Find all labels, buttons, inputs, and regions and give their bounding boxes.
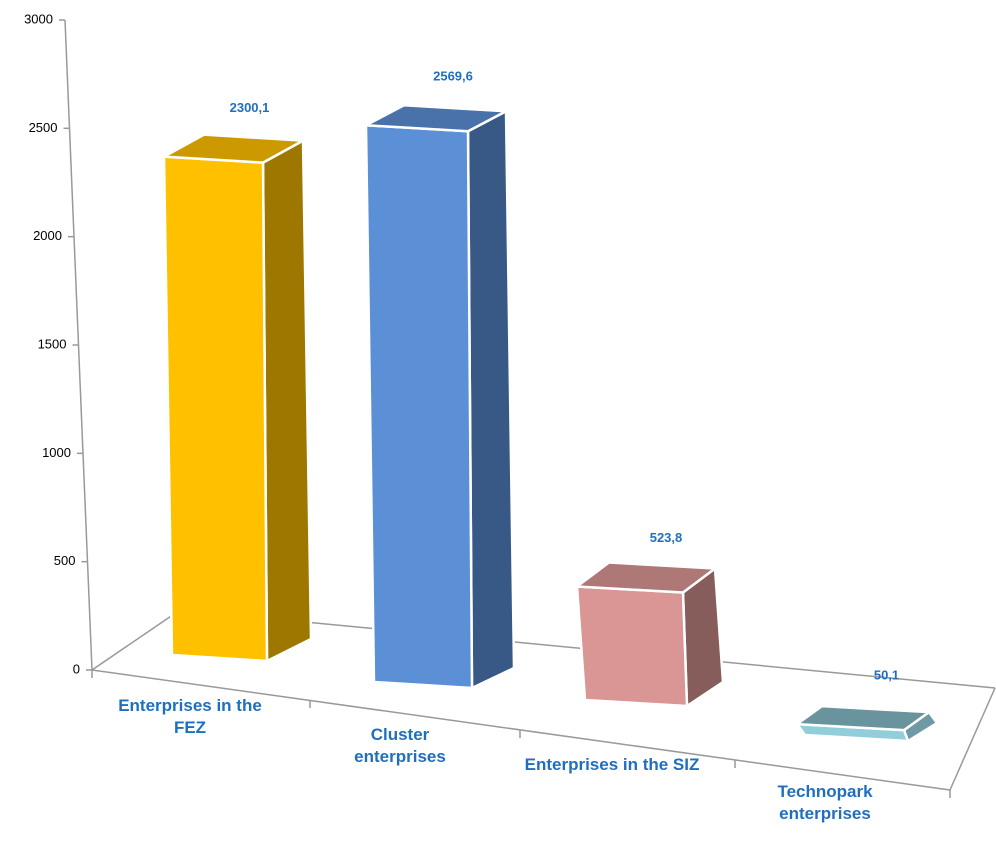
bar-side xyxy=(261,139,313,663)
bar-side xyxy=(466,110,516,690)
x-tick-label: Technopark enterprises xyxy=(777,782,873,823)
y-tick-label: 1500 xyxy=(38,336,67,351)
bar-front xyxy=(575,585,689,708)
value-label: 50,1 xyxy=(874,668,899,683)
bar-front xyxy=(364,124,474,690)
y-tick-label: 2500 xyxy=(29,120,58,135)
x-tick-label: Enterprises in the SIZ xyxy=(524,755,700,774)
bar-top xyxy=(364,104,508,133)
floor-left xyxy=(91,609,181,671)
bar-top xyxy=(162,133,305,164)
y-tick-label: 500 xyxy=(54,553,76,568)
value-label: 2300,1 xyxy=(230,100,270,115)
value-label: 523,8 xyxy=(650,530,683,545)
bar-top xyxy=(575,561,717,594)
bar-top xyxy=(795,704,931,732)
x-tick-label: Cluster enterprises xyxy=(354,725,446,766)
bar-front xyxy=(162,155,269,663)
value-label: 2569,6 xyxy=(433,69,473,84)
floor-right xyxy=(949,687,996,791)
y-tick-label: 2000 xyxy=(33,228,62,243)
y-tick-label: 0 xyxy=(73,661,80,676)
x-tick-label: Enterprises in the FEZ xyxy=(118,696,262,737)
y-tick-label: 3000 xyxy=(24,11,53,26)
floor-front xyxy=(91,669,951,791)
y-tick-label: 1000 xyxy=(42,445,71,460)
